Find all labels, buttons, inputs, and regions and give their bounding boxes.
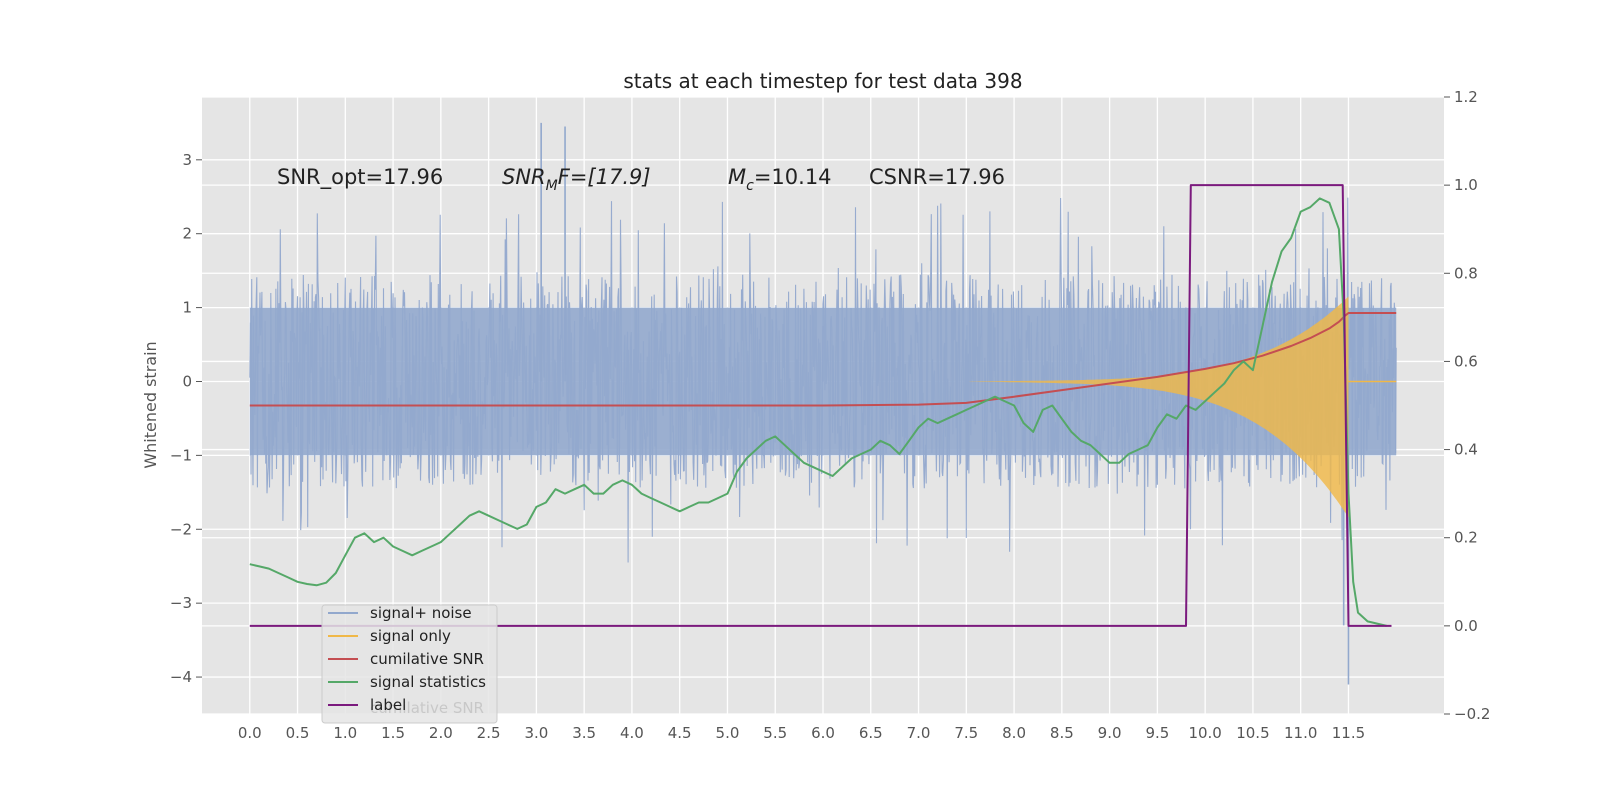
x-tick-label: 6.0: [811, 724, 835, 742]
y-right-tick-label: 0.0: [1454, 617, 1478, 635]
legend-entry: signal statistics: [370, 673, 486, 691]
y-right-tick-label: 0.6: [1454, 352, 1478, 370]
legend-entry: signal+ noise: [370, 604, 472, 622]
x-tick-label: 11.0: [1284, 724, 1317, 742]
tick-labels: 0.0 0.5 1.0 1.5 2.0 2.5 3.0 3.5 4.0 4.5 5.0 5.5 6.0 6…: [170, 88, 1491, 742]
x-tick-label: 6.5: [859, 724, 883, 742]
annotation-mc-main: M: [728, 165, 746, 189]
y-right-tick-label: 0.4: [1454, 441, 1478, 459]
series-signal-only: [966, 296, 1397, 518]
legend-entry: label: [370, 696, 406, 714]
annotation-snr-mf-main: SNR: [502, 165, 546, 189]
line-cumilative-snr: [249, 312, 1397, 407]
x-tick-label: 2.5: [477, 724, 501, 742]
x-tick-label: 0.0: [238, 724, 262, 742]
x-tick-label: 11.5: [1332, 724, 1365, 742]
legend-box: [321, 604, 498, 724]
x-tick-label: 10.0: [1188, 724, 1221, 742]
x-tick-label: 5.5: [763, 724, 787, 742]
y-right-tick-label: 1.2: [1454, 88, 1478, 106]
y-tick-label: −3: [170, 594, 192, 612]
legend-ghost-text: cumilative SNR: [370, 699, 484, 717]
x-tick-label: 7.5: [954, 724, 978, 742]
y-right-tick-label: 0.2: [1454, 529, 1478, 547]
y-tick-label: 3: [182, 151, 192, 169]
annotation-snr-mf-sub: M: [546, 178, 558, 194]
annotation-csnr: CSNR=17.96: [869, 165, 1005, 189]
y-right-tick-label: −0.2: [1454, 705, 1490, 723]
annotation-mc-rest: =10.14: [754, 165, 832, 189]
x-tick-label: 4.0: [620, 724, 644, 742]
x-tick-label: 1.0: [333, 724, 357, 742]
x-tick-label: 7.0: [907, 724, 931, 742]
line-label: [249, 184, 1392, 627]
x-tick-label: 8.0: [1002, 724, 1026, 742]
annotation-mc-sub: c: [746, 178, 754, 194]
chart-title: stats at each timestep for test data 398: [623, 69, 1022, 93]
x-tick-label: 1.5: [381, 724, 405, 742]
series-lines: [249, 184, 1397, 627]
legend-entry: signal only: [370, 627, 451, 645]
x-tick-label: 3.0: [524, 724, 548, 742]
x-tick-label: 5.0: [716, 724, 740, 742]
x-tick-label: 9.0: [1098, 724, 1122, 742]
annotation-snr-opt: SNR_opt=17.96: [277, 165, 443, 190]
y-axis-label: Whitened strain: [141, 341, 160, 468]
y-right-tick-label: 1.0: [1454, 176, 1478, 194]
x-tick-label: 9.5: [1145, 724, 1169, 742]
legend: cumilative SNR signal+ noise signal only c…: [321, 604, 498, 724]
legend-entries: signal+ noise signal only cumilative SNR si…: [328, 604, 486, 714]
x-tick-label: 2.0: [429, 724, 453, 742]
y-tick-label: −2: [170, 520, 192, 538]
x-tick-label: 3.5: [572, 724, 596, 742]
x-tick-label: 10.5: [1236, 724, 1269, 742]
chirp-envelope: [966, 296, 1349, 518]
x-tick-label: 8.5: [1050, 724, 1074, 742]
annotation-snr-mf: SNRMF=[17.9]: [502, 165, 651, 194]
annotation-snr-mf-rest: F=[17.9]: [558, 165, 651, 189]
y-tick-label: 0: [182, 372, 192, 390]
y-tick-label: −1: [170, 446, 192, 464]
line-signal-statistics: [249, 197, 1387, 627]
legend-entry: cumilative SNR: [370, 650, 484, 668]
x-tick-label: 0.5: [286, 724, 310, 742]
x-tick-label: 4.5: [668, 724, 692, 742]
y-tick-label: 1: [182, 299, 192, 317]
y-tick-label: −4: [170, 668, 192, 686]
y-right-tick-label: 0.8: [1454, 264, 1478, 282]
y-tick-label: 2: [182, 225, 192, 243]
annotation-mc: Mc=10.14: [728, 165, 832, 194]
